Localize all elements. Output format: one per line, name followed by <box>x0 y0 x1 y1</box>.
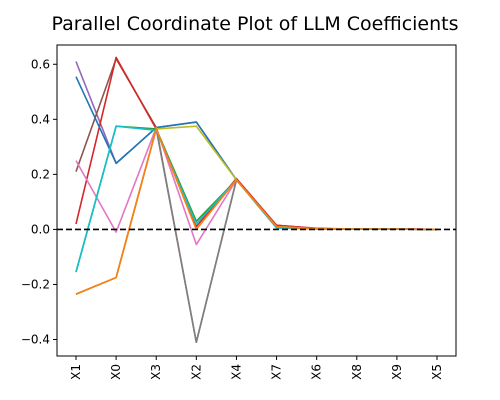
x-tick-label: X4 <box>229 364 243 380</box>
series-line-9 <box>75 128 438 344</box>
x-tick-label: X8 <box>350 364 364 380</box>
y-tick-label: 0.0 <box>31 222 50 236</box>
x-tick-label: X5 <box>430 364 444 380</box>
series-line-6 <box>75 125 438 273</box>
x-tick-label: X7 <box>270 364 284 380</box>
x-tick-label: X2 <box>189 364 203 380</box>
series-line-7 <box>75 125 438 273</box>
y-tick-label: 0.2 <box>31 167 50 181</box>
series-layer <box>75 56 438 344</box>
x-tick-label: X6 <box>310 364 324 380</box>
x-tick-label: X0 <box>109 364 123 380</box>
x-tick-label: X9 <box>390 364 404 380</box>
y-tick-label: −0.2 <box>21 277 50 291</box>
y-tick-label: 0.4 <box>31 112 50 126</box>
series-line-2 <box>75 57 438 344</box>
chart-title: Parallel Coordinate Plot of LLM Coeffici… <box>51 13 458 35</box>
x-tick-label: X1 <box>69 364 83 380</box>
plot-frame <box>56 44 457 357</box>
series-line-4 <box>75 76 438 231</box>
axes-layer: −0.4 −0.2 0.0 0.2 0.4 0.6 X1 X0 X3 X2 X4 X7 X6 X8 X9 X5 <box>21 44 457 380</box>
series-line-10 <box>75 128 438 295</box>
y-tick-label: −0.4 <box>21 332 50 346</box>
x-tick-label: X3 <box>149 364 163 380</box>
y-tick-label: 0.6 <box>31 57 50 71</box>
